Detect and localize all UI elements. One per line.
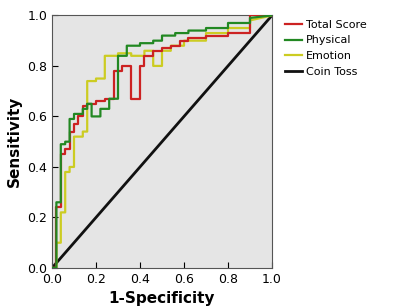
Legend: Total Score, Physical, Emotion, Coin Toss: Total Score, Physical, Emotion, Coin Tos… [281, 15, 372, 81]
X-axis label: 1-Specificity: 1-Specificity [109, 291, 215, 306]
Y-axis label: Sensitivity: Sensitivity [6, 96, 22, 187]
